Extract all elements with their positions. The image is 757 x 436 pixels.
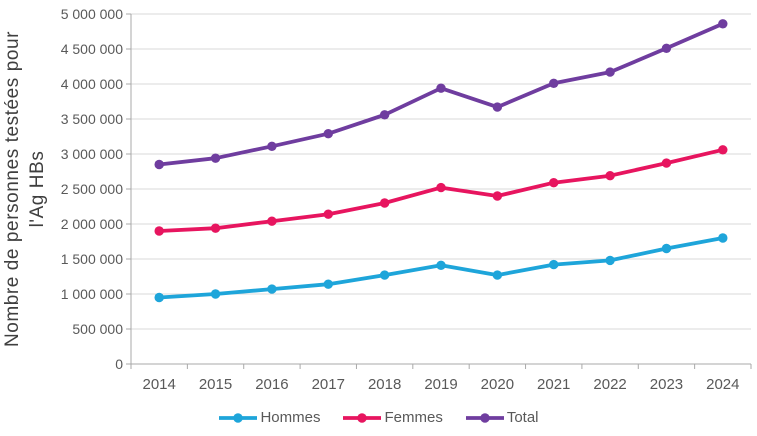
legend: Hommes Femmes Total: [0, 409, 757, 426]
x-tick-label: 2023: [649, 376, 684, 393]
data-point-marker: [661, 158, 672, 168]
y-tick-label: 4 000 000: [60, 76, 123, 92]
y-tick-label: 500 000: [72, 321, 123, 337]
x-tick-label: 2019: [424, 376, 458, 393]
y-tick-label: 5 000 000: [60, 6, 123, 22]
x-tick-label: 2017: [311, 376, 345, 393]
x-tick-label: 2018: [367, 376, 402, 393]
legend-item-femmes: Femmes: [342, 409, 443, 426]
y-tick-label: 1 500 000: [60, 251, 123, 267]
data-point-marker: [379, 198, 390, 208]
data-point-marker: [661, 43, 672, 53]
x-tick-label: 2015: [198, 376, 233, 393]
legend-label: Hommes: [260, 409, 321, 426]
data-point-marker: [436, 83, 446, 93]
data-point-marker: [154, 292, 164, 303]
data-point-marker: [492, 270, 503, 280]
legend-label: Femmes: [384, 409, 443, 426]
data-point-marker: [436, 182, 446, 193]
legend-marker-icon: [465, 412, 504, 423]
data-point-marker: [492, 191, 503, 201]
y-tick-label: 2 500 000: [60, 181, 123, 197]
data-point-marker: [379, 110, 390, 120]
data-point-marker: [323, 279, 333, 289]
legend-item-total: Total: [465, 409, 539, 426]
y-tick-label: 0: [115, 356, 123, 372]
legend-marker-icon: [343, 412, 382, 423]
data-point-marker: [267, 141, 277, 151]
data-point-marker: [210, 289, 221, 299]
data-point-marker: [210, 223, 221, 233]
data-point-marker: [323, 209, 333, 219]
x-tick-label: 2024: [706, 376, 740, 393]
data-point-marker: [718, 19, 728, 29]
legend-item-hommes: Hommes: [218, 409, 320, 426]
legend-label: Total: [506, 409, 539, 426]
data-point-marker: [210, 153, 221, 163]
data-point-marker: [605, 255, 615, 266]
data-point-marker: [549, 178, 559, 188]
y-tick-label: 3 500 000: [60, 111, 123, 127]
data-point-marker: [154, 226, 164, 236]
x-tick-label: 2020: [480, 376, 515, 393]
data-point-marker: [549, 78, 559, 89]
x-tick-label: 2021: [537, 376, 571, 393]
data-point-marker: [267, 216, 277, 226]
y-tick-label: 4 500 000: [60, 41, 123, 57]
data-point-marker: [718, 233, 728, 243]
data-point-marker: [549, 259, 559, 270]
data-point-marker: [379, 270, 390, 280]
data-point-marker: [605, 171, 615, 181]
y-tick-label: 3 000 000: [60, 146, 123, 162]
data-point-marker: [492, 102, 503, 112]
data-point-marker: [267, 284, 277, 294]
x-tick-label: 2022: [593, 376, 627, 393]
data-point-marker: [323, 129, 333, 139]
legend-marker-icon: [219, 412, 258, 423]
x-tick-label: 2016: [255, 376, 289, 393]
data-point-marker: [605, 67, 615, 77]
y-tick-label: 1 000 000: [60, 286, 123, 302]
data-point-marker: [436, 260, 446, 270]
data-point-marker: [154, 159, 164, 170]
data-point-marker: [718, 145, 728, 155]
y-tick-label: 2 000 000: [60, 216, 123, 232]
x-tick-label: 2014: [142, 376, 176, 393]
series-line-total: [157, 21, 725, 167]
data-point-marker: [661, 243, 672, 254]
